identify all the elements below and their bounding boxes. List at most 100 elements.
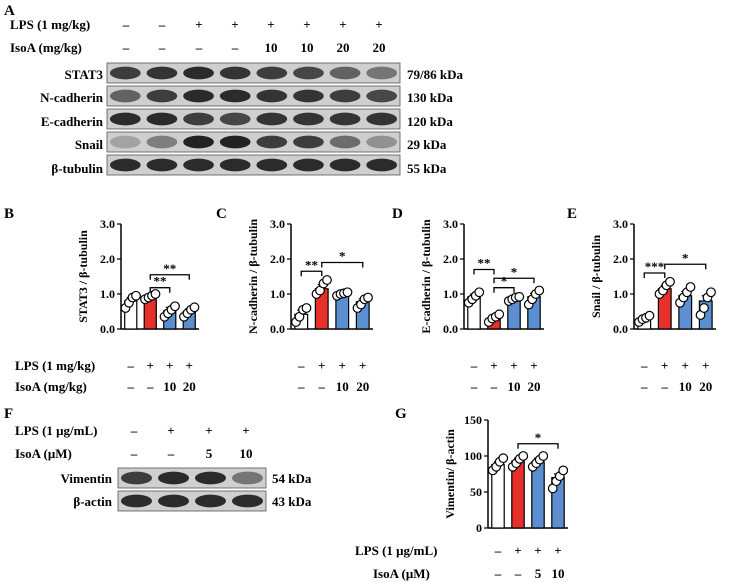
treatment-sign-0-1: + [147,358,154,373]
g-row2-label: IsoA (μM) [373,566,430,581]
f-membrane-1 [117,490,267,512]
treatment-sign-1-2: 10 [679,379,692,394]
treatment-sign-0-0: – [494,543,502,558]
panel-letter-B: B [4,206,14,222]
data-point-3-3 [706,287,716,298]
treatment-sign-0-0: – [640,358,648,373]
a-band-2-1 [146,112,178,126]
y-tick-label: 0 [476,521,482,535]
treatment-sign-1-2: 5 [535,566,542,581]
sig-label-0: * [535,430,542,445]
f-sign-isoa-2: 5 [206,446,213,461]
y-tick-label: 2.0 [270,252,285,266]
f-band-0-0 [120,471,153,485]
y-tick-label: 50 [470,485,482,499]
a-sign-lps-5: + [303,17,310,32]
y-axis-label: Snail / β-tubulin [589,235,603,318]
a-band-2-7 [366,112,398,126]
a-band-3-0 [109,135,141,149]
a-membrane-1 [106,85,401,107]
panel-a-letter: A [4,3,15,19]
f-membrane-0 [117,467,267,489]
a-sign-lps-2: + [195,17,202,32]
y-axis-label: E-cadherin / β-tubulin [419,219,433,334]
treatment-sign-1-2: 10 [336,379,349,394]
a-membrane-0 [106,62,401,84]
a-band-3-1 [146,135,178,149]
a-sign-lps-3: + [231,17,238,32]
treatment-sign-1-3: 20 [699,379,712,394]
a-membrane-3 [106,131,401,153]
treatment-sign-1-3: 20 [356,379,369,394]
f-band-1-0 [120,494,153,508]
treatment-sign-0-1: + [318,358,325,373]
a-band-3-6 [329,135,361,149]
y-tick-label: 1.0 [100,287,115,301]
panel-d-chart: DE-cadherin / β-tubulin 0.01.02.03.0****–… [392,206,545,394]
a-band-2-6 [329,112,361,126]
y-tick-label: 2.0 [613,252,628,266]
panel-letter-D: D [392,206,403,222]
y-tick-label: 0.0 [270,322,285,336]
f-row2-label: IsoA (μM) [15,446,72,461]
a-band-4-5 [293,158,324,172]
f-band-0-3 [231,471,264,485]
treatment-sign-0-3: + [359,358,366,373]
a-band-4-0 [109,158,141,172]
data-point-0-3 [498,453,509,464]
sig-label-0: ** [478,256,491,271]
panel-f-letter: F [4,406,13,422]
sig-label-0: ** [305,257,318,272]
treatment-sign-1-0: – [470,379,478,394]
treatment-sign-0-0: – [127,358,135,373]
treatment-sign-1-2: 10 [163,379,176,394]
a-band-4-7 [366,158,398,172]
a-band-3-7 [366,135,398,149]
y-axis-label: Vimentin/ β-actin [443,429,457,519]
a-band-1-7 [366,89,398,103]
a-blot-label-ecadherin: E-cadherin [41,114,104,129]
a-blot-label-stat3: STAT3 [64,67,103,82]
a-treatment-signs: – – + + + + + + – – – – 10 10 20 20 [122,17,386,55]
treatment-sign-0-2: + [339,358,346,373]
y-axis-label: N-cadherin / β-tubulin [246,219,260,334]
a-kda-btubulin: 55 kDa [407,161,447,176]
y-tick-label: 3.0 [100,217,115,231]
f-kda-bactin: 43 kDa [272,494,312,509]
data-point-1-3 [494,309,505,320]
a-band-3-2 [183,135,214,149]
a-row2-label: IsoA (mg/kg) [10,40,82,55]
treatment-sign-0-3: + [554,543,561,558]
a-sign-isoa-3: – [231,40,239,55]
sig-bracket-0 [473,268,495,275]
a-band-0-3 [219,66,251,80]
sig-label-0: *** [645,259,665,274]
data-point-3-3 [534,285,545,296]
panel-letter-G: G [395,406,407,422]
treatment-sign-1-1: – [146,379,154,394]
panel-letter-C: C [216,206,227,222]
a-band-4-6 [329,158,361,172]
sig-bracket-0 [149,287,171,293]
a-sign-lps-7: + [375,17,382,32]
y-tick-label: 0.0 [100,322,115,336]
a-band-2-4 [256,112,288,126]
a-kda-stat3: 79/86 kDa [407,67,463,82]
treatment-sign-1-3: 20 [183,379,196,394]
a-band-0-4 [256,66,288,80]
sig-label-1: * [501,274,508,289]
f-blot-label-vimentin: Vimentin [60,471,112,486]
sig-bracket-1 [321,261,364,268]
a-band-0-0 [109,66,141,80]
a-sign-isoa-0: – [122,40,130,55]
a-band-1-5 [293,89,324,103]
a-membrane-4 [106,154,401,176]
y-tick-label: 1.0 [613,287,628,301]
a-band-0-2 [183,66,214,80]
sig-bracket-0 [517,443,559,449]
a-sign-isoa-5: 10 [301,40,314,55]
a-sign-lps-6: + [339,17,346,32]
a-band-2-3 [219,112,251,126]
a-sign-isoa-1: – [158,40,166,55]
